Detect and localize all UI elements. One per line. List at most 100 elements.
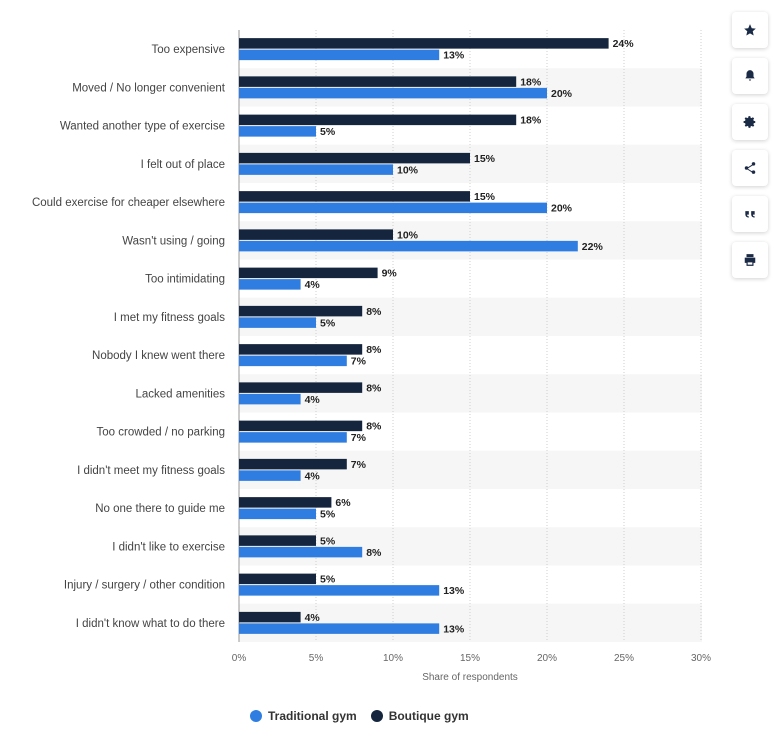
value-label-traditional: 7%	[351, 356, 367, 368]
value-label-boutique: 15%	[474, 153, 496, 165]
category-label: Too expensive	[151, 44, 225, 56]
bar-boutique	[239, 76, 517, 87]
legend-marker-traditional	[250, 710, 262, 722]
cite-button[interactable]	[732, 196, 768, 232]
bar-traditional	[239, 202, 547, 214]
bar-traditional	[239, 585, 440, 596]
category-label: No one there to guide me	[95, 503, 225, 515]
bar-traditional	[239, 126, 316, 137]
bell-icon	[745, 70, 755, 81]
notification-button[interactable]	[732, 58, 768, 94]
legend-item-traditional[interactable]: Traditional gym	[250, 709, 357, 723]
value-label-traditional: 22%	[582, 241, 604, 253]
value-label-traditional: 10%	[397, 164, 419, 176]
print-icon	[744, 254, 756, 266]
bar-traditional	[239, 87, 547, 99]
share-icon	[744, 162, 756, 174]
star-icon	[744, 24, 756, 36]
value-label-traditional: 8%	[366, 547, 382, 559]
value-label-boutique: 4%	[305, 612, 321, 624]
value-label-traditional: 5%	[320, 126, 336, 138]
bar-traditional	[239, 355, 347, 367]
x-axis-title: Share of respondents	[422, 672, 518, 683]
value-label-boutique: 15%	[474, 191, 496, 203]
category-label: Moved / No longer convenient	[72, 82, 226, 94]
row-band	[239, 603, 702, 642]
bar-boutique	[239, 611, 301, 623]
legend-item-boutique[interactable]: Boutique gym	[370, 709, 469, 723]
bar-boutique	[239, 535, 316, 546]
row-band	[239, 450, 702, 489]
quote-icon	[745, 211, 755, 218]
value-label-traditional: 13%	[443, 623, 465, 635]
value-label-boutique: 24%	[613, 38, 635, 50]
legend-marker-boutique	[370, 710, 383, 722]
value-label-boutique: 8%	[366, 344, 382, 356]
category-label: Wanted another type of exercise	[60, 121, 225, 133]
settings-button[interactable]	[732, 104, 768, 140]
value-label-boutique: 8%	[366, 382, 382, 394]
bar-traditional	[239, 240, 578, 252]
bar-boutique	[239, 267, 378, 279]
value-label-boutique: 8%	[366, 421, 382, 433]
value-label-boutique: 18%	[520, 115, 542, 127]
share-button[interactable]	[732, 150, 768, 186]
category-label: I didn't know what to do there	[76, 618, 225, 630]
value-label-traditional: 4%	[305, 279, 321, 291]
value-label-boutique: 9%	[382, 268, 398, 280]
value-label-traditional: 20%	[551, 203, 573, 215]
value-label-boutique: 8%	[366, 306, 382, 318]
bar-traditional	[239, 623, 440, 634]
x-tick-label: 10%	[383, 653, 403, 664]
value-label-traditional: 13%	[443, 50, 465, 62]
row-band	[239, 297, 702, 336]
row-band	[239, 144, 702, 183]
x-tick-label: 0%	[232, 653, 247, 664]
x-tick-label: 15%	[460, 653, 480, 664]
category-label: Wasn't using / going	[122, 235, 225, 247]
favorite-button[interactable]	[732, 12, 768, 48]
bar-boutique	[239, 497, 332, 508]
category-label: Could exercise for cheaper elsewhere	[32, 197, 225, 209]
bar-boutique	[239, 305, 363, 317]
bar-boutique	[239, 191, 470, 202]
x-tick-label: 20%	[537, 653, 557, 664]
bar-traditional	[239, 317, 316, 328]
x-tick-label: 25%	[614, 653, 634, 664]
value-label-traditional: 4%	[305, 394, 321, 406]
bar-boutique	[239, 458, 347, 470]
value-label-traditional: 20%	[551, 88, 573, 100]
bar-boutique	[239, 420, 363, 432]
category-label: Too crowded / no parking	[97, 427, 226, 439]
value-label-boutique: 18%	[520, 76, 542, 88]
bar-boutique	[239, 344, 363, 355]
bar-traditional	[239, 279, 301, 290]
bar-traditional	[239, 164, 393, 175]
bar-chart: 0% 5% 10% 15% 20% 25% 30% Share of respondents T…	[32, 30, 711, 683]
category-label: I met my fitness goals	[114, 312, 225, 324]
category-label: I felt out of place	[141, 159, 225, 171]
bar-traditional	[239, 49, 440, 61]
bar-boutique	[239, 114, 517, 126]
gear-icon	[743, 116, 756, 128]
value-label-traditional: 7%	[351, 432, 367, 444]
x-tick-label: 5%	[309, 653, 324, 664]
bar-boutique	[239, 573, 316, 585]
print-button[interactable]	[732, 242, 768, 278]
value-label-boutique: 7%	[351, 459, 367, 471]
category-label: Injury / surgery / other condition	[64, 580, 225, 592]
chart-toolbar	[732, 12, 768, 278]
bar-boutique	[239, 152, 470, 164]
legend-label-traditional: Traditional gym	[268, 709, 357, 723]
bar-traditional	[239, 470, 301, 481]
x-tick-label: 30%	[691, 653, 711, 664]
bar-traditional	[239, 432, 347, 443]
value-label-boutique: 6%	[335, 497, 351, 509]
value-label-boutique: 10%	[397, 229, 419, 241]
value-label-traditional: 4%	[305, 470, 321, 482]
bar-boutique	[239, 382, 363, 393]
value-label-traditional: 5%	[320, 509, 336, 521]
legend-label-boutique: Boutique gym	[388, 709, 469, 723]
value-label-boutique: 5%	[320, 535, 336, 547]
legend: Traditional gym Boutique gym	[250, 709, 469, 723]
